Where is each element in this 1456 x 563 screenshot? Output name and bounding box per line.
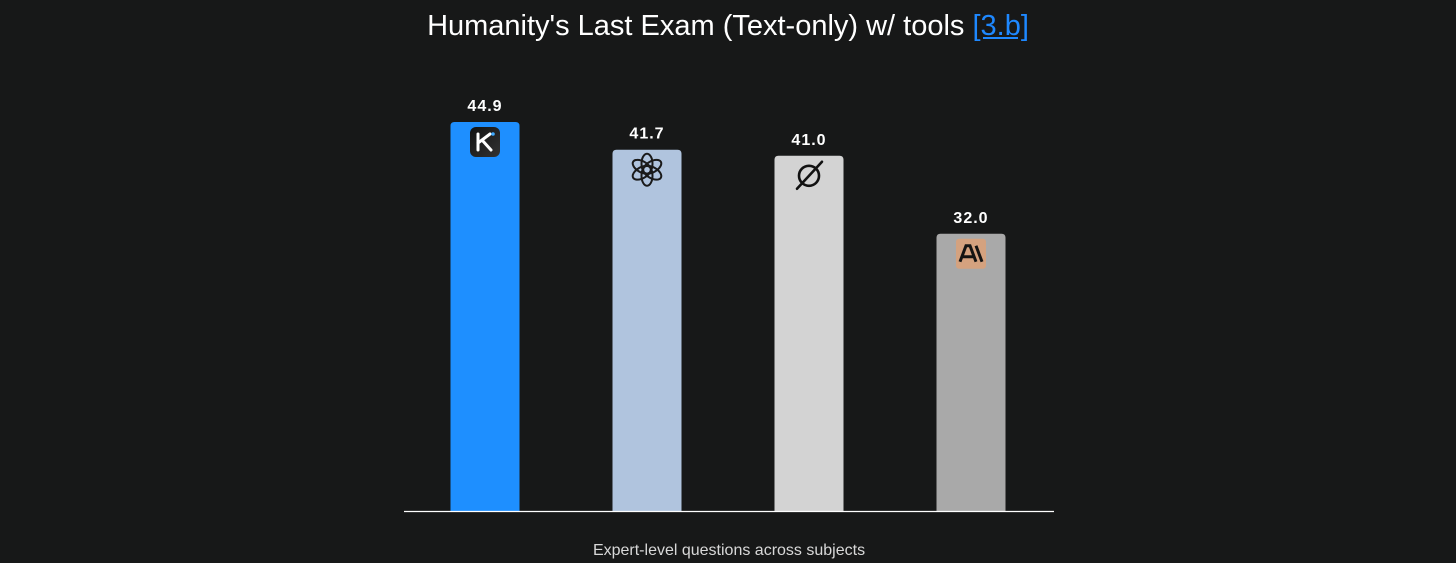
value-label: 41.7 bbox=[629, 126, 664, 143]
value-label: 41.0 bbox=[791, 132, 826, 149]
grok-logo-icon bbox=[795, 160, 824, 191]
chart-title: Humanity's Last Exam (Text-only) w/ tool… bbox=[0, 6, 1456, 46]
bar-openai bbox=[612, 149, 682, 512]
value-label: 44.9 bbox=[467, 98, 502, 115]
chart-title-text: Humanity's Last Exam (Text-only) w/ tool… bbox=[427, 10, 965, 42]
bar-anthropic bbox=[936, 233, 1006, 511]
value-label: 32.0 bbox=[953, 210, 988, 227]
bar-xai-grok bbox=[774, 155, 844, 511]
openai-logo-icon bbox=[631, 152, 663, 187]
x-axis-label: Expert-level questions across subjects bbox=[593, 542, 865, 559]
kimi-logo-icon bbox=[470, 127, 500, 157]
citation-link[interactable]: [3.b] bbox=[972, 10, 1029, 42]
bars-group: 44.9 41.7 41.0 32.0 bbox=[450, 98, 1006, 512]
bar-kimi bbox=[450, 122, 520, 511]
anthropic-logo-icon bbox=[956, 238, 986, 269]
